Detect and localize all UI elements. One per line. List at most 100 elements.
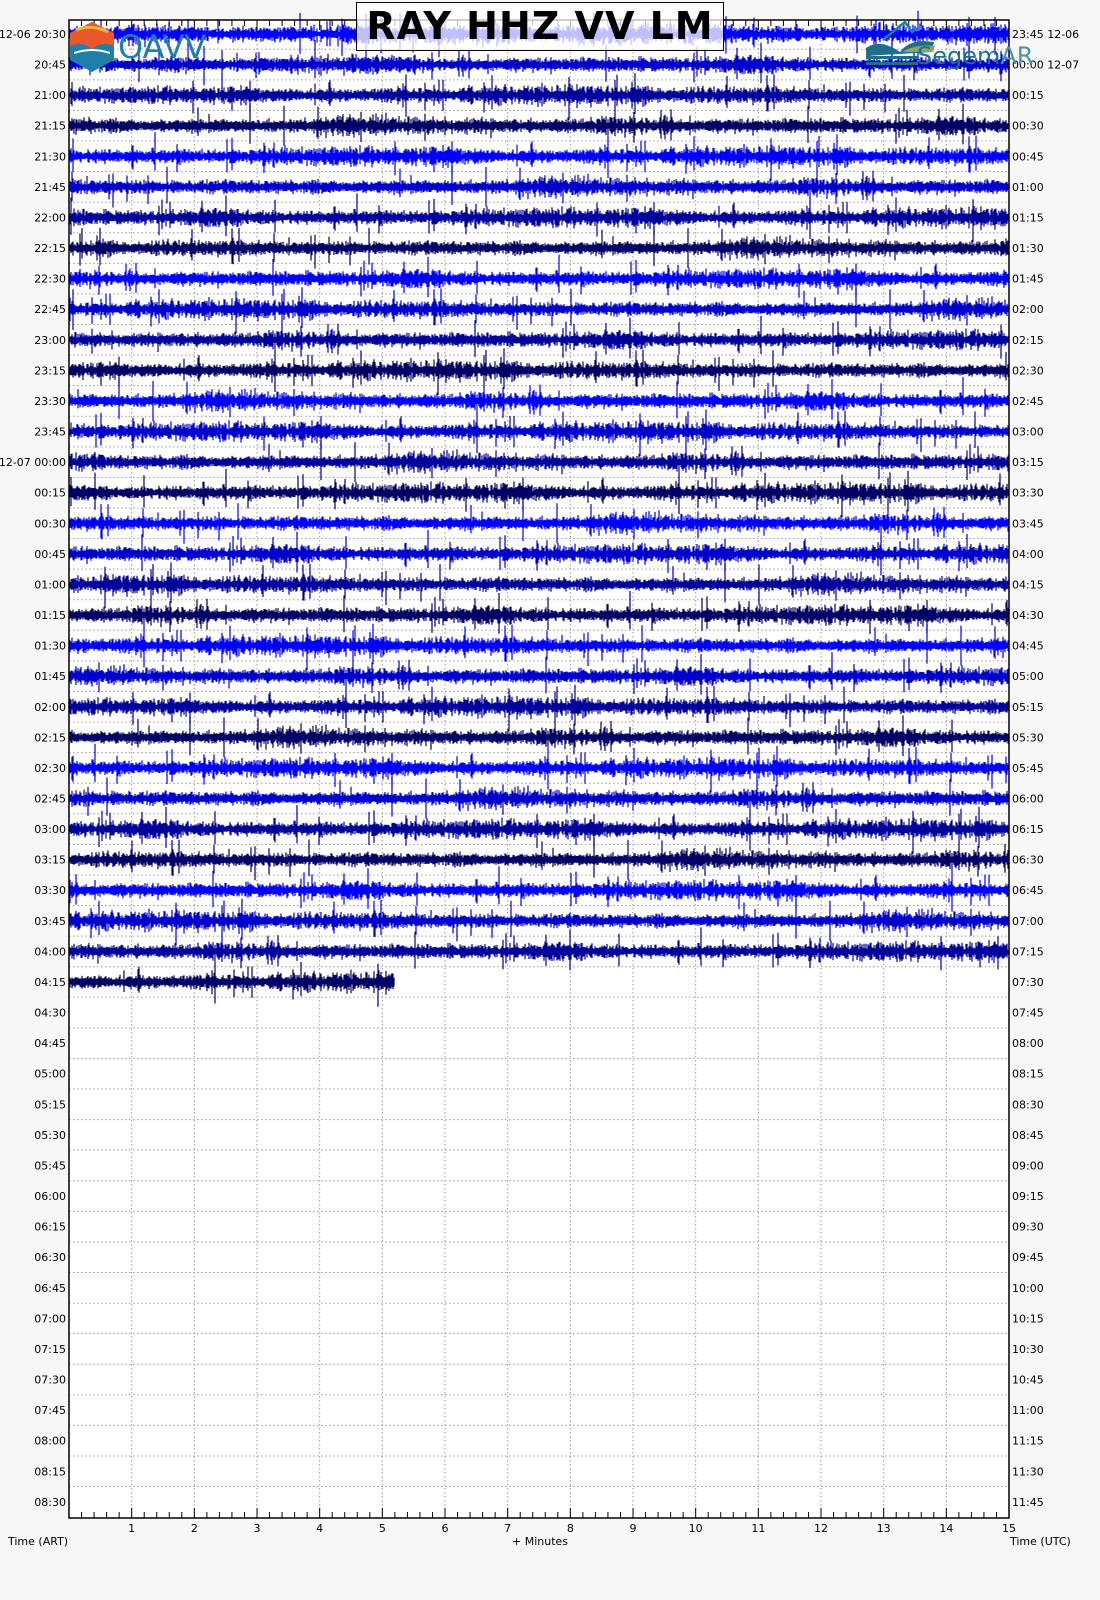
row-label-left: 04:00	[34, 945, 66, 958]
row-label-left: 06:45	[34, 1282, 66, 1295]
row-label-right: 23:45 12-06	[1012, 28, 1079, 41]
row-label-left: 22:45	[34, 303, 66, 316]
row-label-right: 06:00	[1012, 793, 1044, 806]
row-label-right: 04:30	[1012, 609, 1044, 622]
row-label-right: 05:15	[1012, 701, 1044, 714]
row-label-left: 02:45	[34, 793, 66, 806]
row-label-left: 02:00	[34, 701, 66, 714]
row-label-right: 03:15	[1012, 456, 1044, 469]
trace-row	[69, 562, 1009, 609]
row-label-right: 08:45	[1012, 1129, 1044, 1142]
row-label-left: 07:15	[34, 1343, 66, 1356]
row-label-right: 06:45	[1012, 884, 1044, 897]
trace-row	[69, 898, 1009, 946]
row-label-left: 06:30	[34, 1251, 66, 1264]
trace-row	[69, 440, 1009, 482]
row-label-left: 12-06 20:30	[0, 28, 66, 41]
row-label-left: 05:00	[34, 1068, 66, 1081]
row-label-left: 00:15	[34, 487, 66, 500]
trace-row	[69, 348, 1009, 396]
row-label-right: 04:45	[1012, 640, 1044, 653]
trace-row	[69, 805, 1009, 854]
row-label-left: 01:00	[34, 578, 66, 591]
row-label-left: 03:15	[34, 854, 66, 867]
row-label-left: 05:15	[34, 1098, 66, 1111]
trace-row	[69, 502, 1009, 544]
row-label-left: 03:45	[34, 915, 66, 928]
row-label-right: 09:15	[1012, 1190, 1044, 1203]
trace-row	[69, 132, 1009, 181]
x-axis-label: + Minutes	[512, 1535, 569, 1548]
row-label-right: 05:00	[1012, 670, 1044, 683]
trace-row	[69, 529, 1009, 576]
x-tick-label: 5	[379, 1522, 386, 1535]
trace-row	[69, 652, 1009, 695]
row-label-right: 06:30	[1012, 854, 1044, 867]
x-tick-label: 8	[567, 1522, 574, 1535]
row-label-right: 08:00	[1012, 1037, 1044, 1050]
trace-row	[69, 226, 1009, 269]
row-label-right: 04:00	[1012, 548, 1044, 561]
trace-row	[69, 315, 1009, 359]
x-tick-label: 11	[751, 1522, 765, 1535]
x-tick-label: 6	[442, 1522, 449, 1535]
row-label-right: 02:00	[1012, 303, 1044, 316]
row-label-left: 08:00	[34, 1435, 66, 1448]
row-label-left: 07:00	[34, 1312, 66, 1325]
row-label-left: 01:30	[34, 640, 66, 653]
row-label-right: 02:15	[1012, 334, 1044, 347]
x-tick-label: 3	[254, 1522, 261, 1535]
row-label-left: 04:45	[34, 1037, 66, 1050]
row-label-right: 09:00	[1012, 1159, 1044, 1172]
row-label-right: 01:00	[1012, 181, 1044, 194]
row-label-left: 22:00	[34, 211, 66, 224]
row-label-right: 01:45	[1012, 273, 1044, 286]
row-label-left: 07:30	[34, 1374, 66, 1387]
row-label-right: 09:45	[1012, 1251, 1044, 1264]
x-tick-label: 14	[939, 1522, 953, 1535]
row-label-left: 04:15	[34, 976, 66, 989]
x-tick-label: 10	[689, 1522, 703, 1535]
row-label-left: 20:45	[34, 59, 66, 72]
row-label-right: 01:30	[1012, 242, 1044, 255]
row-label-right: 00:45	[1012, 150, 1044, 163]
row-label-right: 10:45	[1012, 1374, 1044, 1387]
x-tick-label: 13	[877, 1522, 891, 1535]
row-label-left: 06:00	[34, 1190, 66, 1203]
trace-row	[69, 684, 1009, 732]
row-label-right: 11:15	[1012, 1435, 1044, 1448]
row-label-left: 05:45	[34, 1159, 66, 1172]
row-label-right: 00:00 12-07	[1012, 59, 1079, 72]
row-label-left: 22:30	[34, 273, 66, 286]
row-label-left: 01:45	[34, 670, 66, 683]
trace-row	[69, 961, 395, 1007]
row-label-left: 02:15	[34, 731, 66, 744]
x-tick-label: 12	[814, 1522, 828, 1535]
x-tick-label: 4	[316, 1522, 323, 1535]
row-label-right: 07:30	[1012, 976, 1044, 989]
row-label-left: 01:15	[34, 609, 66, 622]
trace-row	[69, 838, 1009, 881]
row-label-right: 10:30	[1012, 1343, 1044, 1356]
trace-row	[69, 103, 1009, 146]
row-label-left: 21:45	[34, 181, 66, 194]
row-label-right: 03:00	[1012, 426, 1044, 439]
trace-row	[69, 591, 1009, 635]
trace-row	[69, 409, 1009, 457]
trace-row	[69, 287, 1009, 334]
traces	[69, 10, 1009, 1007]
x-tick-label: 1	[128, 1522, 135, 1535]
trace-row	[69, 468, 1009, 518]
row-label-right: 11:30	[1012, 1465, 1044, 1478]
row-label-left: 08:30	[34, 1496, 66, 1509]
row-label-right: 07:45	[1012, 1007, 1044, 1020]
row-label-left: 12-07 00:00	[0, 456, 66, 469]
trace-row	[69, 254, 1009, 298]
row-label-left: 05:30	[34, 1129, 66, 1142]
row-label-left: 21:30	[34, 150, 66, 163]
trace-row	[69, 777, 1009, 819]
row-label-right: 05:30	[1012, 731, 1044, 744]
oavv-logo-text: OAVV	[118, 28, 206, 66]
row-label-left: 04:30	[34, 1007, 66, 1020]
